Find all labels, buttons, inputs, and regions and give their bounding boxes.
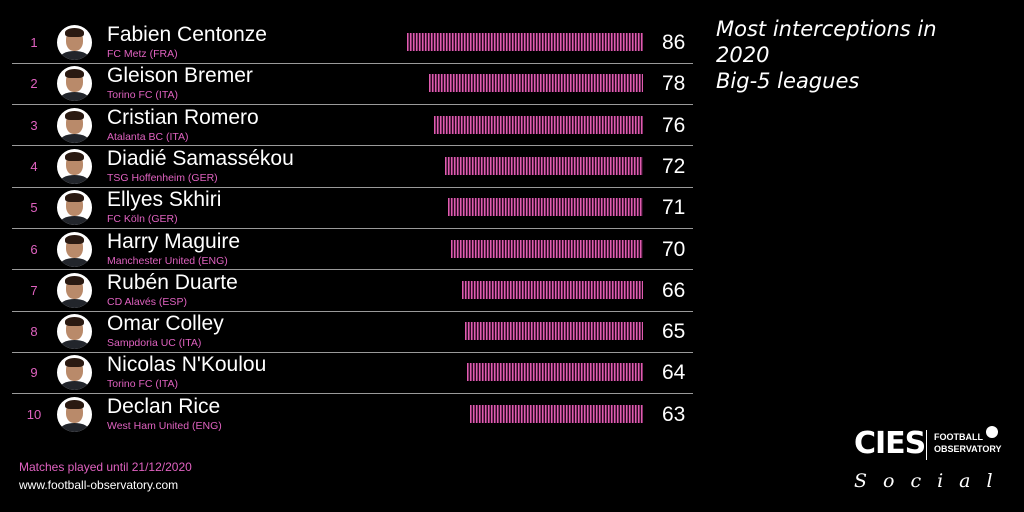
player-club: Torino FC (ITA) xyxy=(107,378,178,391)
table-row: 10 Declan Rice West Ham United (ENG) 63 xyxy=(12,394,693,435)
player-club: Manchester United (ENG) xyxy=(107,254,228,267)
title-line-3: Big-5 leagues xyxy=(716,69,860,93)
rank-number: 6 xyxy=(30,241,38,257)
player-avatar xyxy=(57,231,92,267)
player-avatar xyxy=(57,355,92,391)
row-divider xyxy=(12,351,693,353)
table-row: 1 Fabien Centonze FC Metz (FRA) 86 xyxy=(12,22,693,63)
rank-number: 8 xyxy=(30,324,38,340)
player-name: Omar Colley xyxy=(107,312,224,336)
player-avatar xyxy=(57,66,92,102)
rank-number: 3 xyxy=(30,117,38,133)
player-avatar xyxy=(57,396,92,432)
rank-number: 10 xyxy=(26,406,42,422)
player-name: Cristian Romero xyxy=(107,105,259,129)
interceptions-value: 70 xyxy=(662,237,686,261)
player-name: Declan Rice xyxy=(107,394,221,418)
player-club: West Ham United (ENG) xyxy=(107,419,222,432)
title-line-1: Most interceptions in xyxy=(716,17,937,41)
interceptions-value: 76 xyxy=(662,113,686,137)
rank-number: 7 xyxy=(30,282,38,298)
player-club: FC Köln (GER) xyxy=(107,213,178,226)
interceptions-bar xyxy=(445,156,643,175)
interceptions-bar xyxy=(448,198,643,217)
rank-number: 1 xyxy=(30,35,38,50)
player-name: Fabien Centonze xyxy=(107,23,267,46)
row-divider xyxy=(12,62,693,64)
interceptions-value: 71 xyxy=(662,196,686,220)
logo-brand: CIES xyxy=(854,426,926,461)
interceptions-value: 65 xyxy=(662,320,686,344)
interceptions-bar xyxy=(450,239,643,258)
player-club: Atalanta BC (ITA) xyxy=(107,130,189,143)
player-name: Harry Maguire xyxy=(107,229,241,253)
interceptions-bar xyxy=(407,33,643,51)
logo-divider xyxy=(926,430,927,460)
player-club: CD Alavés (ESP) xyxy=(107,295,187,308)
interceptions-bar xyxy=(464,322,643,341)
row-divider xyxy=(12,145,693,147)
player-club: TSG Hoffenheim (GER) xyxy=(107,171,218,184)
table-row: 6 Harry Maguire Manchester United (ENG) 70 xyxy=(12,229,693,270)
interceptions-value: 64 xyxy=(662,361,686,385)
player-club: FC Metz (FRA) xyxy=(107,48,178,60)
interceptions-bar xyxy=(467,363,643,382)
logo-line-1: FOOTBALL xyxy=(934,432,983,442)
row-divider xyxy=(12,104,693,106)
chart-title: Most interceptions in 2020 Big-5 leagues xyxy=(716,16,1016,94)
table-row: 5 Ellyes Skhiri FC Köln (GER) 71 xyxy=(12,187,693,228)
cies-logo: CIES FOOTBALL OBSERVATORY Social xyxy=(852,418,1012,498)
interceptions-value: 63 xyxy=(662,402,686,426)
title-line-2: 2020 xyxy=(716,43,770,67)
rank-number: 4 xyxy=(30,158,38,174)
interceptions-value: 66 xyxy=(662,278,686,302)
row-divider xyxy=(12,228,693,229)
interceptions-bar xyxy=(470,404,643,423)
rank-number: 5 xyxy=(30,200,38,216)
table-row: 8 Omar Colley Sampdoria UC (ITA) 65 xyxy=(12,311,693,352)
table-row: 3 Cristian Romero Atalanta BC (ITA) 76 xyxy=(12,105,693,146)
rank-number: 9 xyxy=(30,365,38,381)
row-divider xyxy=(12,186,693,188)
logo-tagline: Social xyxy=(854,470,1009,492)
player-avatar xyxy=(57,314,92,350)
player-name: Diadié Samassékou xyxy=(107,146,294,170)
player-name: Gleison Bremer xyxy=(107,64,253,88)
row-divider xyxy=(12,269,693,271)
table-row: 4 Diadié Samassékou TSG Hoffenheim (GER) 72 xyxy=(12,146,693,187)
player-club: Sampdoria UC (ITA) xyxy=(107,337,202,350)
table-row: 9 Nicolas N'Koulou Torino FC (ITA) 64 xyxy=(12,352,693,393)
interceptions-bar xyxy=(461,280,643,299)
row-divider xyxy=(12,393,693,395)
player-name: Rubén Duarte xyxy=(107,270,238,294)
row-divider xyxy=(12,310,693,312)
player-club: Torino FC (ITA) xyxy=(107,89,178,102)
interceptions-value: 86 xyxy=(662,31,686,54)
logo-line-2: OBSERVATORY xyxy=(934,444,1002,454)
rank-number: 2 xyxy=(30,76,38,92)
interceptions-value: 78 xyxy=(662,72,686,96)
player-avatar xyxy=(57,272,92,308)
player-avatar xyxy=(57,107,92,143)
player-name: Ellyes Skhiri xyxy=(107,188,222,212)
website-link[interactable]: www.football-observatory.com xyxy=(19,478,179,492)
interceptions-value: 72 xyxy=(662,154,686,178)
player-name: Nicolas N'Koulou xyxy=(107,353,267,377)
footnote: Matches played until 21/12/2020 xyxy=(19,460,192,474)
football-icon xyxy=(986,426,998,438)
player-avatar xyxy=(57,25,92,60)
table-row: 2 Gleison Bremer Torino FC (ITA) 78 xyxy=(12,63,693,104)
interceptions-bar xyxy=(428,74,643,93)
table-row: 7 Rubén Duarte CD Alavés (ESP) 66 xyxy=(12,270,693,311)
interceptions-bar xyxy=(434,115,643,134)
player-avatar xyxy=(57,190,92,226)
player-avatar xyxy=(57,148,92,184)
